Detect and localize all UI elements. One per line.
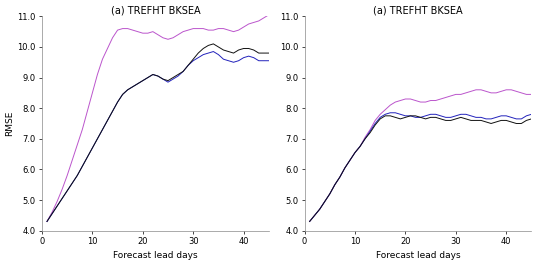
X-axis label: Forecast lead days: Forecast lead days (113, 251, 198, 260)
Title: (a) TREFHT BKSEA: (a) TREFHT BKSEA (373, 6, 463, 15)
X-axis label: Forecast lead days: Forecast lead days (376, 251, 460, 260)
Y-axis label: RMSE: RMSE (5, 111, 14, 136)
Title: (a) TREFHT BKSEA: (a) TREFHT BKSEA (111, 6, 200, 15)
